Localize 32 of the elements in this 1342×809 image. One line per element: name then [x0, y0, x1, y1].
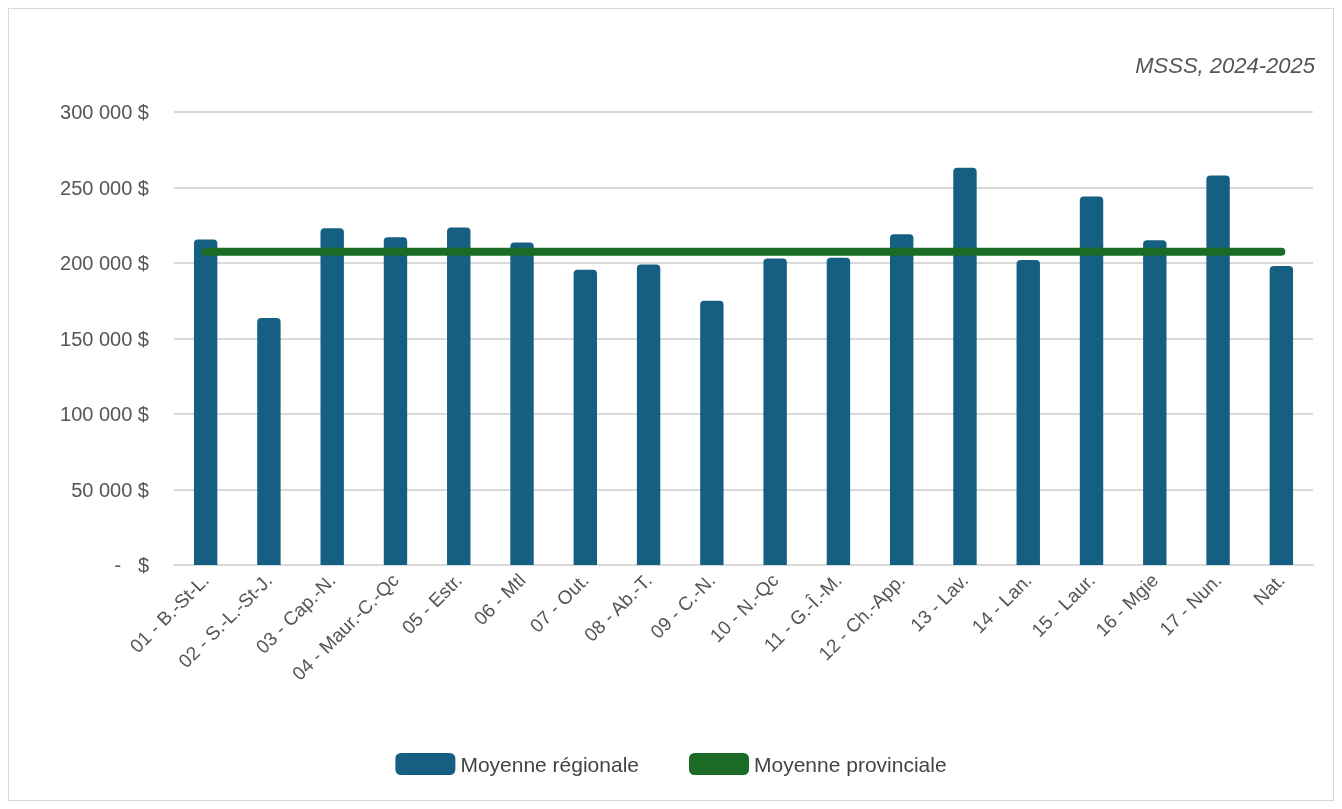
bar [763, 258, 787, 565]
legend-label: Moyenne régionale [460, 752, 640, 776]
x-tick-label: 06 - Mtl [469, 569, 530, 630]
bar [383, 237, 408, 565]
y-tick-label: 150 000 $ [60, 327, 149, 350]
bar [1206, 175, 1230, 565]
bar [257, 318, 281, 565]
y-tick-label: 250 000 $ [60, 176, 149, 199]
bar [889, 234, 914, 565]
bar [193, 239, 218, 565]
legend-label: Moyenne provinciale [754, 752, 947, 776]
bar [573, 269, 598, 565]
bar [636, 264, 661, 565]
bar [320, 228, 344, 565]
bar [826, 257, 851, 565]
text: MSSS, 2024-2025 [1135, 52, 1316, 78]
bar [1016, 259, 1040, 565]
bar [1143, 240, 1167, 565]
x-tick-label: 13 - Lav. [906, 569, 973, 636]
x-tick-label: 05 - Estr. [397, 569, 467, 639]
y-tick-label: 50 000 $ [71, 478, 149, 501]
x-tick-label: Nat. [1249, 569, 1289, 610]
bar [700, 300, 724, 565]
y-tick-label: 200 000 $ [60, 252, 149, 274]
bar [953, 167, 977, 565]
bar [447, 227, 471, 565]
y-tick-label: 300 000 $ [60, 101, 149, 123]
bar [1079, 196, 1104, 565]
y-tick-label: 100 000 $ [60, 403, 149, 425]
y-tick-label: - $ [114, 554, 149, 576]
bar [510, 242, 534, 565]
bar [1269, 266, 1294, 565]
